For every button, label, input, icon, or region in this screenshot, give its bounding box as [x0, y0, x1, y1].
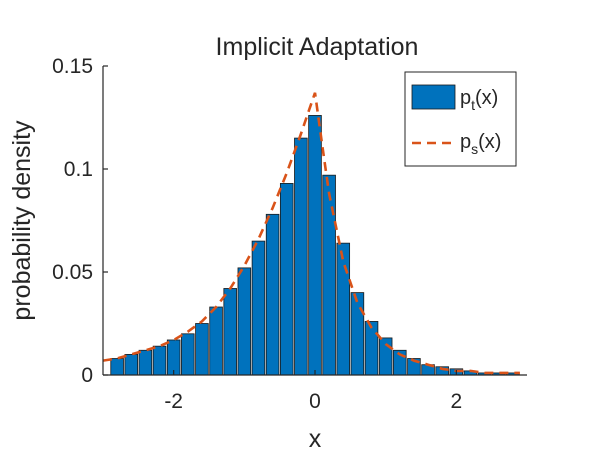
y-ticks: 0 0.05 0.1 0.15 — [52, 55, 108, 387]
histogram-bar — [181, 333, 195, 376]
y-tick-label: 0.05 — [52, 261, 93, 284]
y-tick-label: 0.1 — [64, 158, 93, 181]
histogram-bar — [195, 323, 209, 376]
histogram-bar — [336, 242, 351, 376]
histogram-bar — [265, 213, 280, 376]
histogram-bar — [322, 174, 336, 376]
histogram-bar — [166, 339, 181, 376]
y-tick-label: 0.15 — [52, 55, 93, 78]
histogram-bar — [251, 240, 266, 376]
legend: pt(x) ps(x) — [404, 71, 517, 167]
x-ticks: -2 0 2 — [164, 370, 462, 413]
histogram-bar — [364, 321, 379, 376]
histogram-bar — [378, 337, 393, 376]
histogram-bar — [152, 345, 167, 376]
legend-ps-main: p — [460, 131, 471, 153]
y-tick-label: 0 — [81, 364, 93, 387]
legend-ps-suffix: (x) — [478, 131, 501, 153]
legend-label-ps: ps(x) — [460, 131, 501, 157]
x-tick-label: 2 — [450, 390, 462, 413]
histogram-bar — [209, 306, 223, 376]
legend-pt-sub: t — [471, 97, 475, 113]
histogram-bar — [138, 349, 153, 376]
x-axis-label: x — [309, 425, 322, 451]
legend-pt-suffix: (x) — [475, 87, 498, 109]
x-tick-label: 0 — [309, 390, 321, 413]
legend-label-pt: pt(x) — [460, 87, 498, 113]
legend-ps-sub: s — [471, 141, 478, 157]
legend-pt-main: p — [460, 87, 471, 109]
histogram-bar — [124, 353, 139, 376]
x-tick-label: -2 — [164, 390, 183, 413]
chart-title: Implicit Adaptation — [216, 33, 419, 61]
y-axis-label: probability density — [8, 120, 36, 321]
histogram-bar — [308, 115, 322, 376]
histogram-bar — [110, 358, 124, 376]
histogram-bar — [237, 267, 252, 376]
histogram-bar — [294, 137, 308, 376]
density-line-ps — [102, 92, 520, 375]
histogram-bar — [223, 288, 237, 376]
histogram-bar — [279, 183, 294, 376]
histogram-bar — [350, 292, 365, 376]
legend-swatch-pt — [411, 84, 456, 110]
